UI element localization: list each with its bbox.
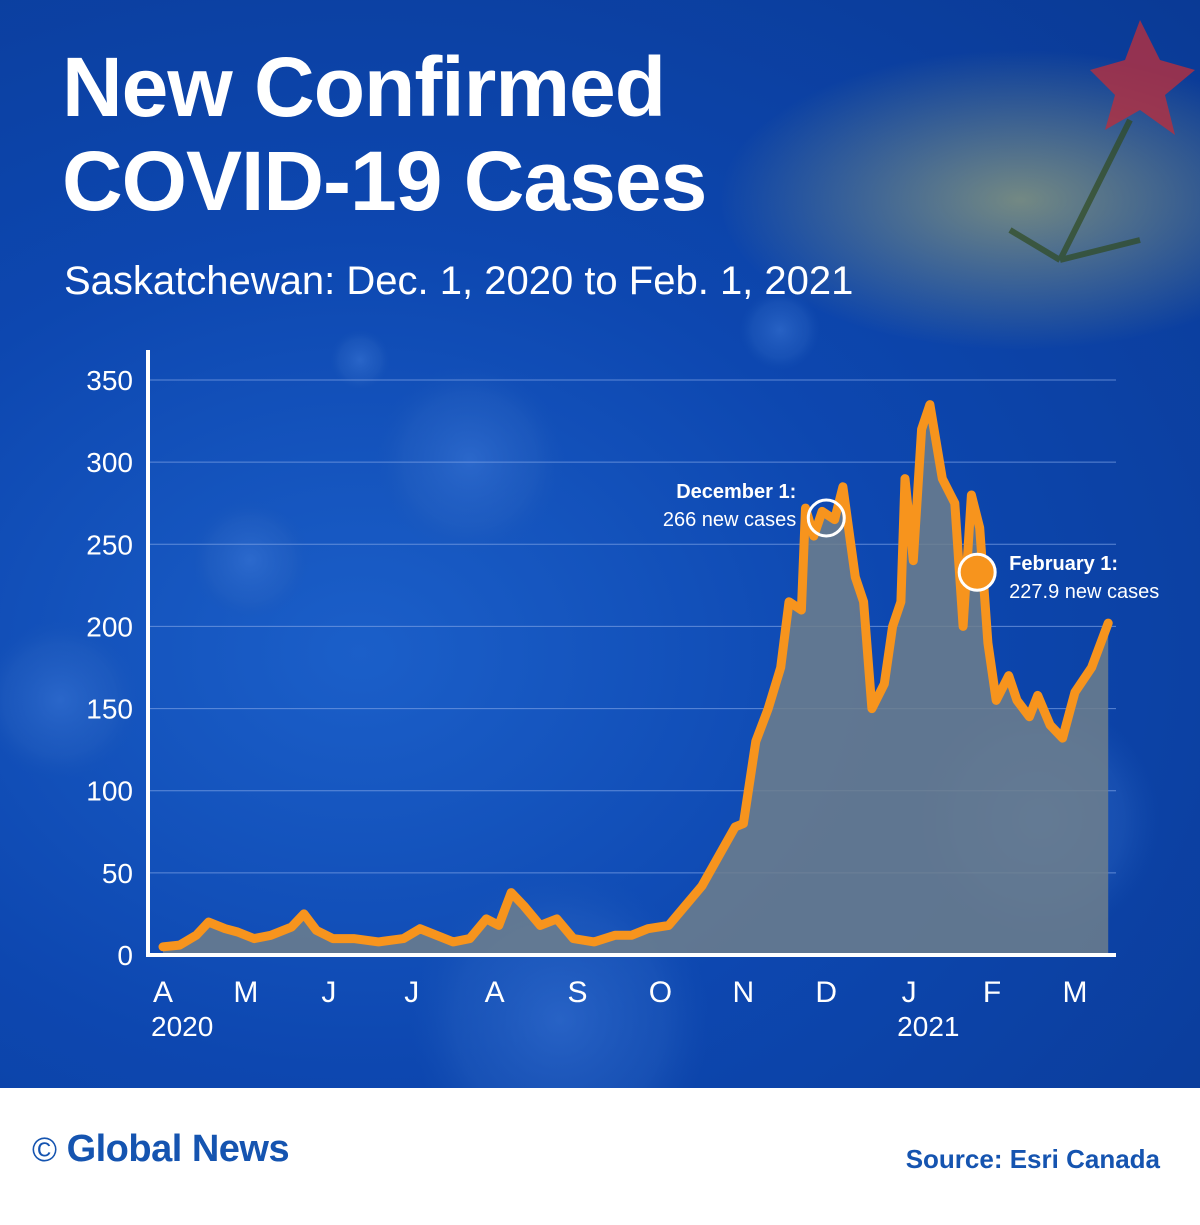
flag-glow-shape (720, 50, 1200, 350)
x-tick-label: N (733, 976, 755, 1009)
infographic: New Confirmed COVID-19 Cases Saskatchewa… (0, 0, 1200, 1088)
chart-title-line-1: New Confirmed (62, 40, 666, 134)
x-tick-label: J (321, 976, 336, 1009)
area-fill (163, 404, 1109, 956)
y-tick-label: 200 (86, 611, 133, 642)
brand-logo: © Global News (32, 1128, 290, 1171)
y-tick-label: 350 (86, 365, 133, 396)
x-tick-label: A (485, 976, 505, 1009)
brand-name: Global News (66, 1128, 290, 1170)
y-tick-label: 50 (102, 858, 133, 889)
x-tick-label: M (1063, 976, 1088, 1009)
y-tick-label: 0 (117, 940, 133, 971)
x-tick-label: M (233, 976, 258, 1009)
copyright-icon: © (32, 1131, 57, 1169)
y-tick-label: 300 (86, 447, 133, 478)
x-tick-label: D (815, 976, 837, 1009)
y-tick-label: 250 (86, 529, 133, 560)
annotation-title: February 1: (1009, 553, 1118, 575)
background-decoration (0, 20, 1200, 1088)
lily-stem-shape (1008, 118, 1141, 263)
x-tick-label: O (649, 976, 672, 1009)
annotation-title: December 1: (676, 481, 796, 503)
annotation-marker (806, 498, 846, 538)
chart-title: New Confirmed COVID-19 Cases (62, 40, 707, 228)
virus-shape (0, 620, 140, 780)
footer: © Global News Source: Esri Canada (0, 1088, 1200, 1225)
annotation-text: 266 new cases (663, 509, 796, 531)
x-tick-label: J (902, 976, 917, 1009)
virus-shape (740, 290, 820, 370)
y-tick-label: 150 (86, 694, 133, 725)
source-credit: Source: Esri Canada (905, 1144, 1160, 1174)
x-tick-label: A (153, 976, 173, 1009)
virus-shape (330, 330, 390, 390)
x-tick-label: S (568, 976, 588, 1009)
lily-flower-shape (1090, 20, 1195, 135)
annotation-marker (957, 552, 997, 592)
virus-shape (190, 500, 310, 620)
chart-subtitle: Saskatchewan: Dec. 1, 2020 to Feb. 1, 20… (64, 259, 854, 303)
chart-title-line-2: COVID-19 Cases (62, 134, 707, 228)
series-line (158, 400, 1113, 952)
line-chart: 0 50 100 150 200 250 300 350 A M J J A S O N D J F M 2020 202… (86, 365, 1159, 1042)
y-tick-label: 100 (86, 776, 133, 807)
virus-shape (375, 365, 565, 555)
year-label: 2020 (151, 1011, 213, 1042)
annotation-text: 227.9 new cases (1009, 581, 1159, 603)
x-tick-label: J (404, 976, 419, 1009)
x-tick-label: F (983, 976, 1001, 1009)
year-label: 2021 (897, 1011, 959, 1042)
